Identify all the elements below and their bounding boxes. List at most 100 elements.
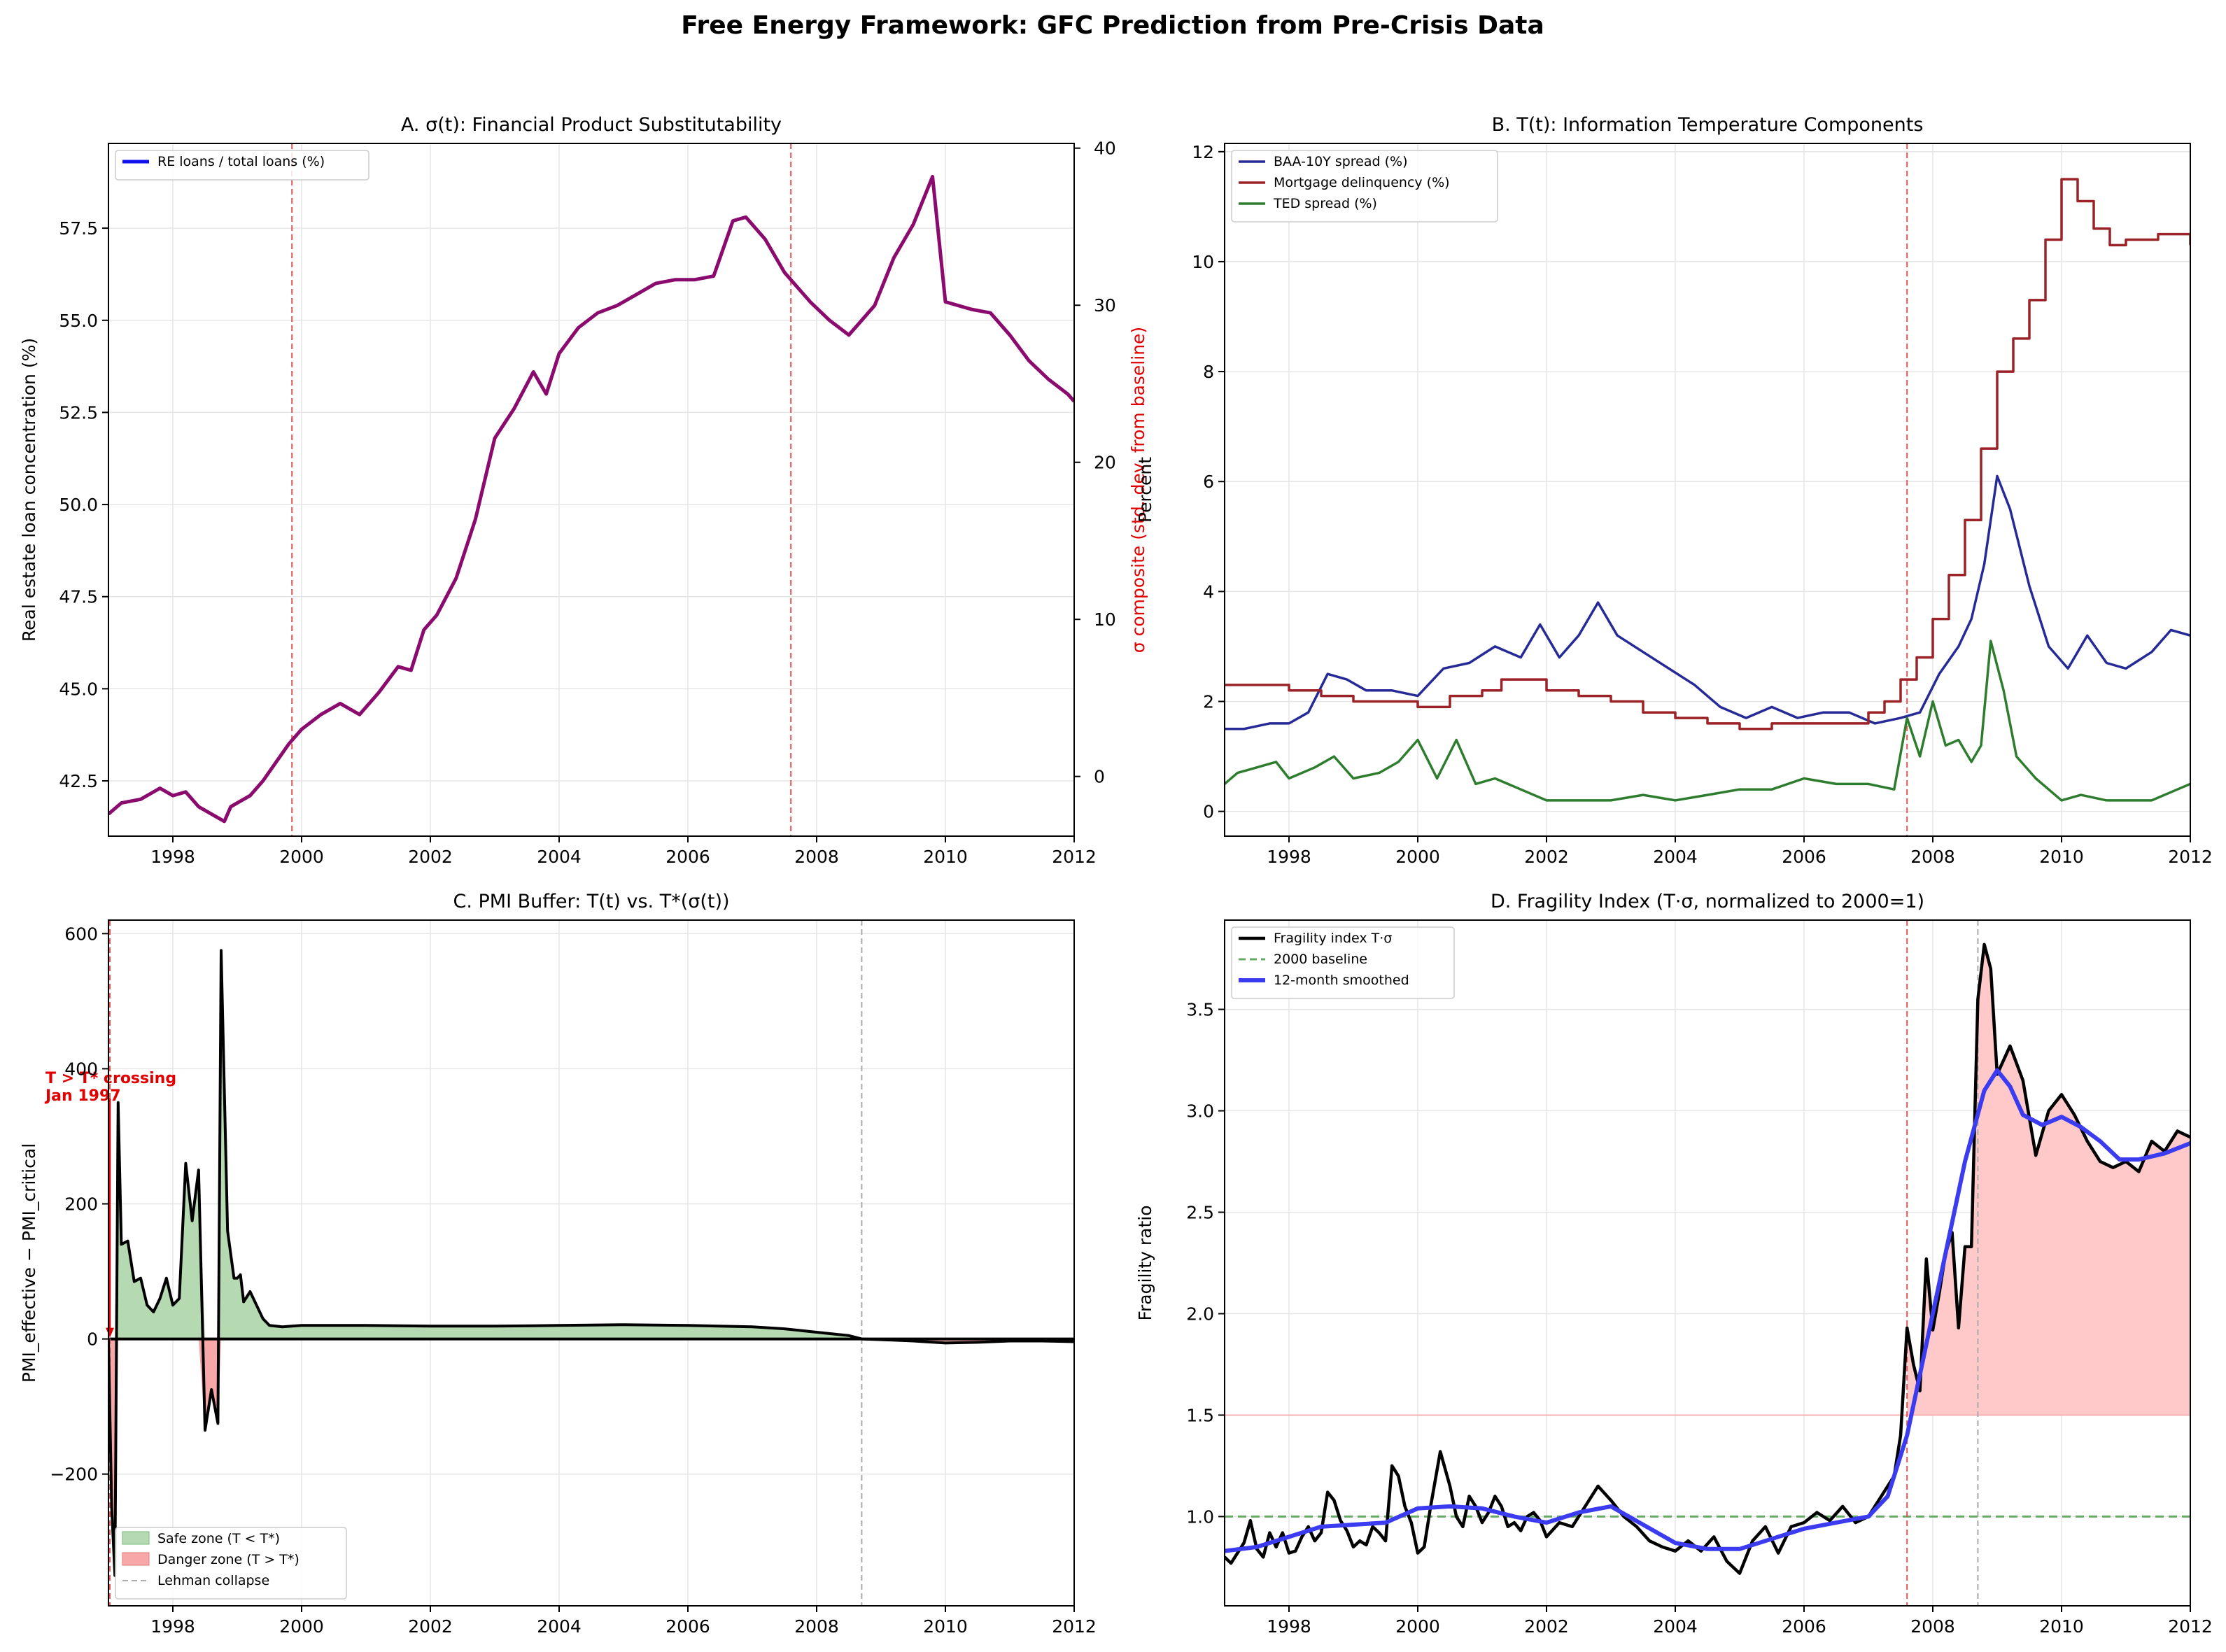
y-tick-label: 45.0: [59, 679, 98, 699]
x-tick-label: 2006: [1782, 1616, 1826, 1637]
plot-frame: [108, 143, 1075, 837]
x-tick-label: 2004: [1653, 1616, 1698, 1637]
legend-label: Mortgage delinquency (%): [1274, 175, 1450, 190]
y-axis-label: Fragility ratio: [1135, 1205, 1155, 1320]
x-tick-label: 2012: [2168, 1616, 2213, 1637]
x-tick-label: 2002: [408, 1616, 453, 1637]
series-line-ted-spread: [1225, 640, 2190, 802]
legend-label: Safe zone (T < T*): [157, 1531, 280, 1546]
y-tick-label: 2.5: [1186, 1203, 1214, 1223]
y-tick-label: −200: [50, 1464, 98, 1485]
x-tick-label: 2012: [2168, 847, 2213, 867]
plot-frame: [1224, 143, 2191, 837]
x-tick-label: 2000: [279, 1616, 324, 1637]
y-right-tick-label: 20: [1094, 453, 1116, 473]
y-tick-label: 50.0: [59, 495, 98, 515]
x-tick-label: 2008: [794, 1616, 839, 1637]
y-tick-label: 1.5: [1186, 1405, 1214, 1425]
x-tick-label: 2000: [1395, 1616, 1440, 1637]
legend-label: Lehman collapse: [157, 1573, 269, 1588]
y-tick-label: 200: [64, 1194, 98, 1215]
series-line-smoothed: [1225, 1068, 2190, 1553]
x-tick-label: 2004: [537, 1616, 582, 1637]
series-line-baa-spread: [1225, 474, 2190, 730]
x-tick-label: 1998: [1267, 847, 1311, 867]
y-tick-label: 0: [87, 1329, 98, 1350]
y-tick-label: 2: [1203, 692, 1214, 712]
y-tick-label: 4: [1203, 581, 1214, 602]
panel-d: 1998 2000 2002 2004 2006 2008 2010 2012 1.0 1.5 2.…: [1135, 891, 2213, 1637]
series-line-mortgage-delinquency: [1225, 178, 2190, 730]
legend-label: 12-month smoothed: [1274, 973, 1409, 988]
y-axis-label: PMI_effective − PMI_critical: [19, 1143, 39, 1383]
legend-label: RE loans / total loans (%): [157, 154, 325, 169]
x-tick-label: 2010: [923, 1616, 968, 1637]
legend-label: Fragility index T·σ: [1274, 931, 1392, 946]
legend-swatch: [122, 1552, 150, 1566]
y-tick-label: 47.5: [59, 587, 98, 607]
panel-b: 1998 2000 2002 2004 2006 2008 2010 2012 0 2 4 6 8 10 1…: [1135, 114, 2213, 867]
x-tick-label: 1998: [150, 1616, 195, 1637]
x-tick-label: 2000: [1395, 847, 1440, 867]
y-tick-label: 1.0: [1186, 1506, 1214, 1527]
legend-label: TED spread (%): [1273, 196, 1377, 211]
x-tick-label: 2008: [1910, 847, 1955, 867]
panel-title: A. σ(t): Financial Product Substitutabil…: [401, 114, 782, 136]
panel-title: B. T(t): Information Temperature Compone…: [1492, 114, 1924, 136]
figure-title: Free Energy Framework: GFC Prediction fr…: [681, 11, 1544, 40]
x-tick-label: 2012: [1052, 1616, 1097, 1637]
legend-label: 2000 baseline: [1274, 952, 1367, 967]
x-tick-label: 2006: [665, 1616, 710, 1637]
y-tick-label: 42.5: [59, 771, 98, 791]
y-right-tick-label: 10: [1094, 609, 1116, 630]
y-tick-label: 57.5: [59, 218, 98, 239]
legend-swatch: [122, 1531, 150, 1545]
y-right-tick-label: 30: [1094, 295, 1116, 316]
y-right-tick-label: 0: [1094, 767, 1105, 787]
panel-title: C. PMI Buffer: T(t) vs. T*(σ(t)): [453, 891, 729, 912]
plot-frame: [1224, 919, 2191, 1607]
y-tick-label: 52.5: [59, 402, 98, 423]
y-tick-label: 3.5: [1186, 1000, 1214, 1020]
y-tick-label: 400: [64, 1059, 98, 1079]
x-tick-label: 2004: [1653, 847, 1698, 867]
x-tick-label: 2010: [2039, 1616, 2084, 1637]
y-tick-label: 12: [1192, 142, 1214, 162]
legend-box: [1231, 150, 1498, 223]
annotation-text: T > T* crossing: [45, 1070, 176, 1087]
x-tick-label: 2002: [1524, 847, 1569, 867]
x-tick-label: 2008: [1910, 1616, 1955, 1637]
x-tick-label: 2008: [794, 847, 839, 867]
x-tick-label: 2004: [537, 847, 582, 867]
x-tick-label: 1998: [150, 847, 195, 867]
y-tick-label: 55.0: [59, 311, 98, 331]
panel-title: D. Fragility Index (T·σ, normalized to 2…: [1491, 891, 1924, 912]
x-tick-label: 2002: [1524, 1616, 1569, 1637]
y-axis-label: Real estate loan concentration (%): [19, 338, 39, 642]
annotation-date: Jan 1997: [44, 1087, 121, 1105]
y-tick-label: 0: [1203, 802, 1214, 822]
x-tick-label: 2010: [2039, 847, 2084, 867]
y-axis-label: Percent: [1135, 457, 1155, 523]
y-tick-label: 600: [64, 924, 98, 944]
plot-frame: [108, 919, 1075, 1607]
y-tick-label: 3.0: [1186, 1101, 1214, 1122]
x-tick-label: 2002: [408, 847, 453, 867]
x-tick-label: 2012: [1052, 847, 1097, 867]
y-right-axis-label: σ composite (std. dev. from baseline): [1128, 327, 1148, 653]
legend-box: [115, 150, 369, 181]
series-line-pmi-buffer: [108, 949, 1074, 1577]
panel-a: 1998 2000 2002 2004 2006 2008 2010 201242.545.0…: [19, 114, 1148, 867]
y-tick-label: 10: [1192, 252, 1214, 272]
x-tick-label: 1998: [1267, 1616, 1311, 1637]
x-tick-label: 2010: [923, 847, 968, 867]
x-tick-label: 2006: [1782, 847, 1826, 867]
y-tick-label: 8: [1203, 362, 1214, 382]
legend-label: BAA-10Y spread (%): [1274, 154, 1407, 169]
x-tick-label: 2000: [279, 847, 324, 867]
y-right-tick-label: 40: [1094, 139, 1116, 159]
y-tick-label: 2.0: [1186, 1304, 1214, 1324]
danger-zone-fill: [108, 1339, 1074, 1576]
